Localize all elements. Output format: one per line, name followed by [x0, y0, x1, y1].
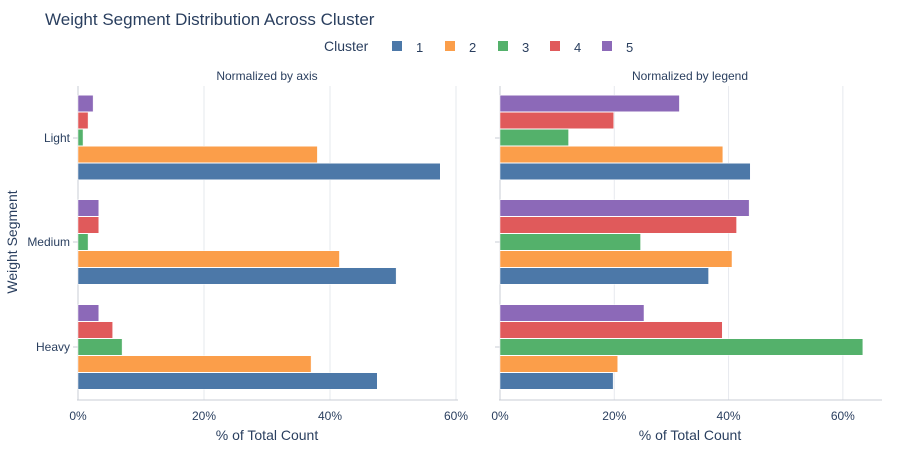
bar-light-cluster-3 [77, 129, 84, 146]
bar-medium-cluster-2 [77, 250, 340, 268]
bar-heavy-cluster-3 [499, 338, 864, 356]
bar-medium-cluster-1 [499, 267, 709, 285]
panel-normalized-by-legend: Normalized by legend 0% 20% 40% 60% % of Tota… [491, 69, 882, 443]
bar-heavy-cluster-4 [499, 321, 723, 339]
bar-medium-cluster-1 [77, 267, 397, 285]
legend-swatch-3 [498, 41, 508, 51]
bar-medium-cluster-5 [499, 199, 750, 217]
legend-swatch-5 [602, 41, 612, 51]
bar-light-cluster-1 [77, 163, 441, 180]
x-axis-label: % of Total Count [639, 427, 742, 443]
bar-light-cluster-2 [499, 146, 724, 163]
panel-subtitle: Normalized by axis [216, 69, 317, 83]
chart-title: Weight Segment Distribution Across Clust… [45, 10, 375, 29]
bar-light-cluster-5 [77, 95, 94, 112]
legend-label-1: 1 [416, 40, 423, 55]
x-tick-label: 40% [318, 409, 342, 423]
y-tick-label-heavy: Heavy [36, 340, 70, 354]
bar-heavy-cluster-1 [77, 372, 378, 390]
bar-light-cluster-3 [499, 129, 569, 146]
x-tick-label: 60% [831, 409, 855, 423]
legend: Cluster 1 2 3 4 5 [324, 38, 633, 55]
legend-label-3: 3 [522, 40, 529, 55]
bar-heavy-cluster-4 [77, 321, 113, 339]
bar-light-cluster-4 [77, 112, 89, 129]
bar-heavy-cluster-5 [499, 304, 645, 322]
y-tick-label-light: Light [44, 131, 71, 145]
y-tick-label-medium: Medium [27, 235, 70, 249]
x-tick-label: 60% [444, 409, 468, 423]
legend-swatch-1 [392, 41, 402, 51]
bar-medium-cluster-3 [77, 233, 89, 251]
panel-subtitle: Normalized by legend [632, 69, 748, 83]
bar-light-cluster-4 [499, 112, 614, 129]
x-tick-label: 0% [69, 409, 87, 423]
bar-heavy-cluster-3 [77, 338, 123, 356]
legend-swatch-4 [550, 41, 560, 51]
bar-light-cluster-2 [77, 146, 318, 163]
x-tick-label: 0% [491, 409, 509, 423]
x-tick-label: 40% [717, 409, 741, 423]
legend-label-2: 2 [469, 40, 476, 55]
bar-medium-cluster-2 [499, 250, 733, 268]
bar-medium-cluster-3 [499, 233, 641, 251]
y-axis-label: Weight Segment [4, 190, 20, 293]
bar-heavy-cluster-1 [499, 372, 614, 390]
x-tick-label: 20% [602, 409, 626, 423]
bar-medium-cluster-4 [499, 216, 737, 234]
bar-medium-cluster-5 [77, 199, 100, 217]
x-axis-label: % of Total Count [216, 427, 319, 443]
legend-title: Cluster [324, 38, 369, 54]
bar-heavy-cluster-2 [499, 355, 618, 373]
x-tick-label: 20% [192, 409, 216, 423]
legend-label-4: 4 [574, 40, 581, 55]
bar-heavy-cluster-5 [77, 304, 100, 322]
bar-light-cluster-5 [499, 95, 680, 112]
legend-label-5: 5 [626, 40, 633, 55]
bar-light-cluster-1 [499, 163, 751, 180]
bar-heavy-cluster-2 [77, 355, 312, 373]
bar-medium-cluster-4 [77, 216, 100, 234]
legend-swatch-2 [445, 41, 455, 51]
panel-normalized-by-axis: Normalized by axis 0% 20% 40% 60% Light Medium… [27, 69, 468, 443]
